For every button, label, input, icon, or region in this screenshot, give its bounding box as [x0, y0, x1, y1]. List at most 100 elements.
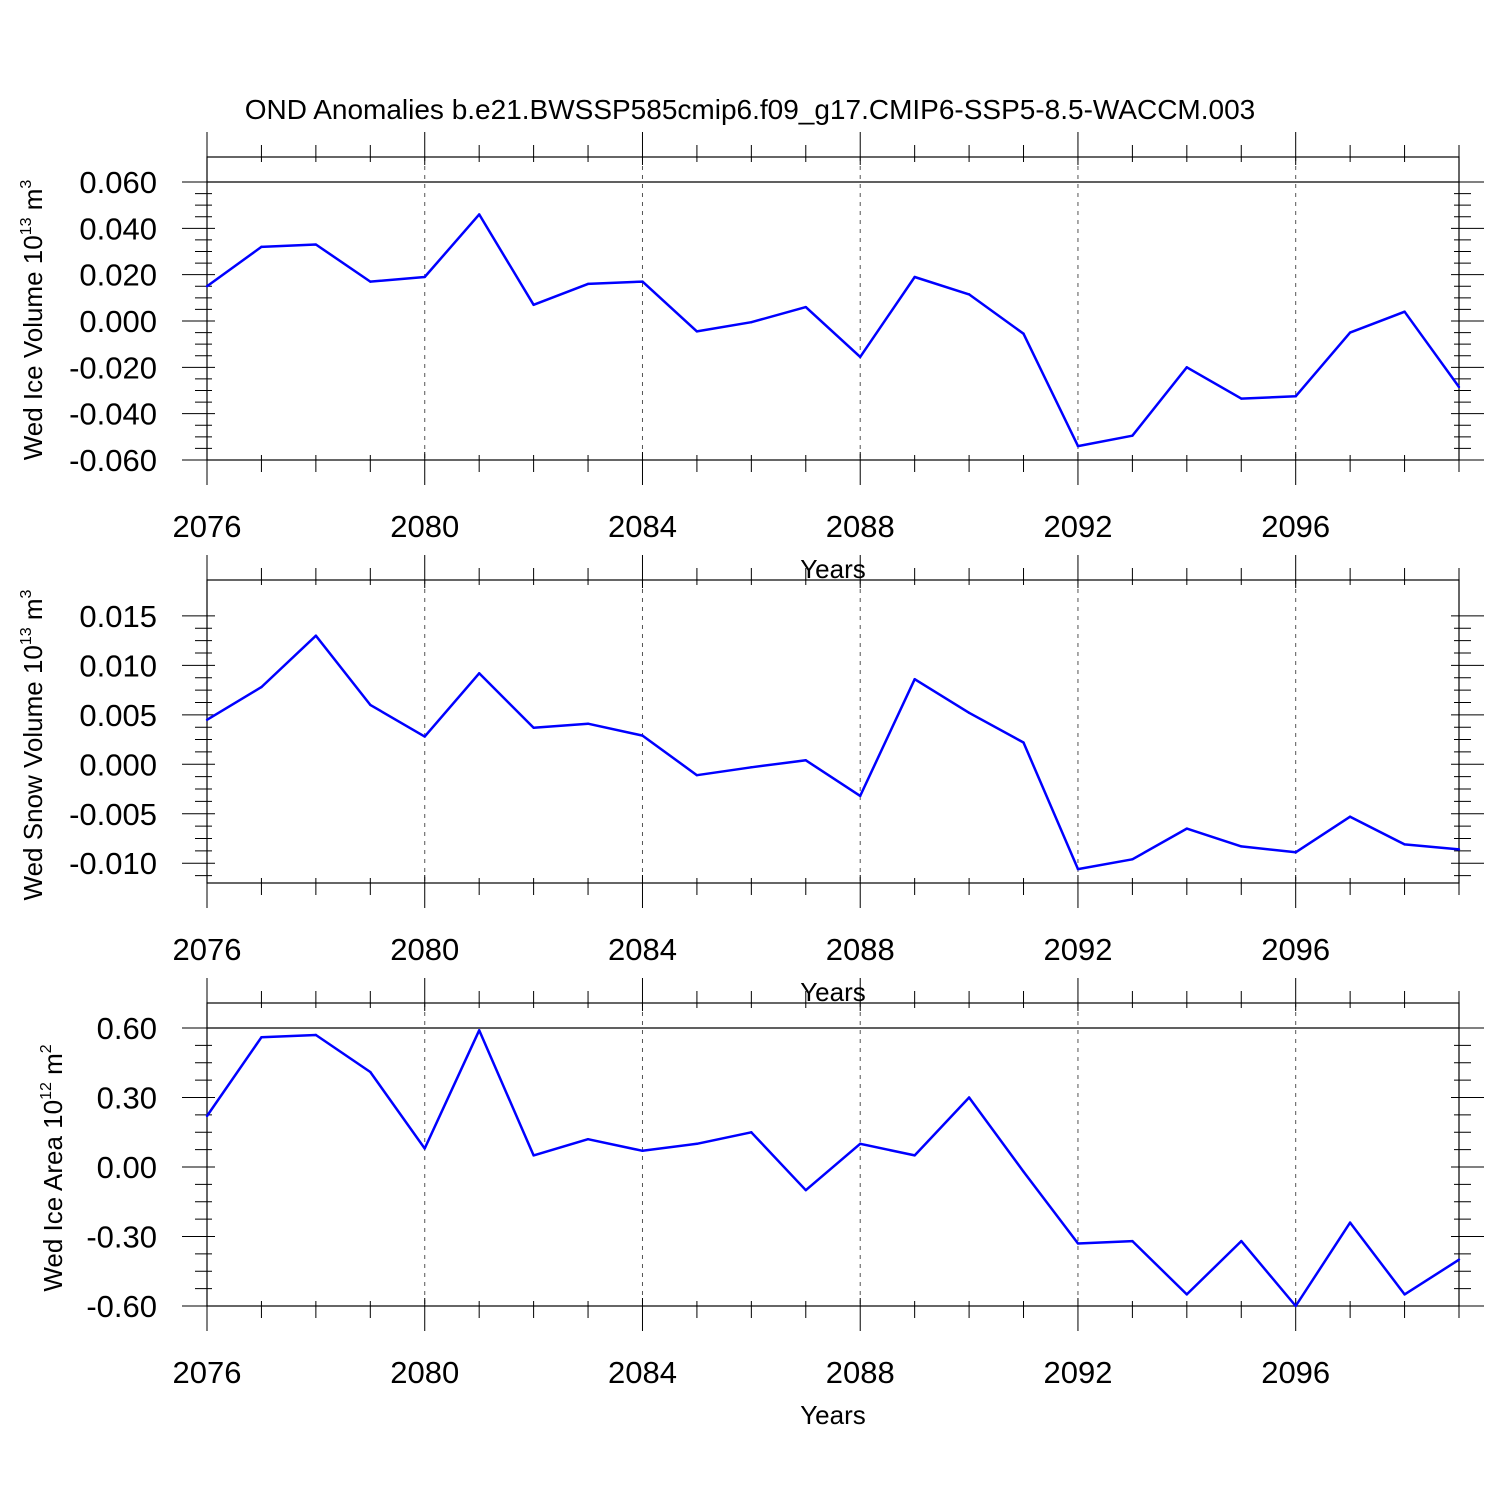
data-point: [260, 245, 263, 249]
data-point: [967, 293, 971, 296]
data-point: [477, 213, 481, 216]
x-tick-label: 2088: [826, 932, 895, 967]
data-point: [1185, 366, 1189, 369]
data-point: [314, 243, 318, 246]
data-point: [1240, 397, 1243, 400]
data-point: [1022, 332, 1025, 335]
data-point: [586, 282, 590, 286]
data-point: [750, 766, 753, 769]
data-point: [641, 280, 644, 283]
x-tick-label: 2092: [1043, 932, 1112, 967]
x-tick-label: 2080: [390, 932, 459, 967]
y-tick-label: 0.020: [79, 258, 157, 293]
series-line: [206, 213, 1461, 448]
y-label-unit-exponent: 3: [18, 589, 35, 598]
data-point: [1022, 741, 1025, 744]
data-point: [913, 678, 916, 681]
data-point: [532, 303, 535, 306]
y-tick-label: -0.060: [69, 443, 157, 478]
y-label-text: Wed Snow Volume 10: [18, 645, 48, 900]
data-point: [314, 1033, 318, 1037]
y-label-unit: m: [38, 1053, 68, 1082]
panel-1: 2076 2080 2084 2088 2092 2096 0.060 0.040 0.020 0…: [18, 132, 1484, 584]
data-point: [205, 718, 209, 721]
data-point: [804, 305, 807, 309]
y-label-unit-exponent: 2: [38, 1044, 55, 1053]
data-point: [1240, 1239, 1243, 1243]
x-tick-label: 2084: [608, 1355, 677, 1390]
data-point: [1294, 395, 1297, 398]
data-point: [205, 285, 209, 288]
y-label-unit-exponent: 3: [18, 180, 35, 189]
x-tick-label: 2096: [1261, 1355, 1330, 1390]
data-point: [1403, 310, 1406, 313]
data-point: [369, 1070, 372, 1074]
y-tick-label: 0.000: [79, 304, 157, 339]
data-point: [859, 1142, 862, 1146]
data-point: [205, 1114, 209, 1118]
data-point: [1403, 843, 1406, 846]
y-label-exponent: 12: [38, 1082, 55, 1100]
data-point: [586, 1138, 590, 1141]
data-point: [1403, 1293, 1406, 1296]
y-tick-label: -0.005: [69, 797, 157, 832]
data-point: [260, 685, 263, 689]
x-tick-label: 2092: [1043, 1355, 1112, 1390]
y-tick-label: 0.015: [79, 599, 157, 634]
data-point: [1185, 1293, 1189, 1296]
data-point: [859, 794, 862, 798]
data-point: [532, 726, 535, 729]
x-tick-label: 2084: [608, 509, 677, 544]
y-label-unit: m: [18, 598, 48, 627]
data-point: [695, 330, 699, 333]
y-axis-label: Wed Ice Area 1012 m2: [38, 1044, 68, 1291]
y-axis-label: Wed Snow Volume 1013 m3: [18, 589, 48, 900]
data-point: [913, 275, 916, 279]
data-point: [532, 1154, 535, 1157]
data-point: [1348, 815, 1352, 818]
series-line: [206, 634, 1460, 871]
x-axis-label: Years: [800, 554, 866, 584]
x-tick-label: 2088: [826, 1355, 895, 1390]
y-tick-label: 0.60: [97, 1011, 157, 1046]
x-tick-label: 2076: [173, 1355, 242, 1390]
data-point: [1240, 845, 1243, 848]
data-point: [750, 1131, 753, 1134]
y-label-exponent: 13: [18, 217, 35, 235]
data-point: [260, 1036, 263, 1039]
data-point: [967, 711, 971, 715]
data-point: [1076, 867, 1080, 871]
y-tick-label: 0.00: [97, 1150, 157, 1185]
y-tick-label: 0.010: [79, 648, 157, 683]
y-tick-label: 0.30: [97, 1081, 157, 1116]
data-point: [314, 634, 318, 637]
data-point: [804, 759, 807, 762]
x-tick-label: 2080: [390, 509, 459, 544]
x-tick-label: 2088: [826, 509, 895, 544]
x-tick-label: 2076: [173, 509, 242, 544]
x-tick-label: 2084: [608, 932, 677, 967]
y-tick-label: 0.060: [79, 165, 157, 200]
data-point: [695, 773, 699, 777]
data-point: [477, 1029, 481, 1032]
data-point: [1348, 1221, 1352, 1224]
data-point: [1185, 827, 1189, 830]
data-point: [1457, 1258, 1461, 1261]
data-point: [1294, 1304, 1297, 1308]
y-tick-label: 0.000: [79, 747, 157, 782]
x-axis-label: Years: [800, 977, 866, 1007]
data-point: [423, 1147, 426, 1150]
data-point: [586, 722, 590, 725]
data-point: [695, 1142, 699, 1146]
data-point: [369, 280, 372, 283]
x-tick-label: 2080: [390, 1355, 459, 1390]
data-point: [1348, 331, 1352, 334]
data-point: [1076, 444, 1080, 448]
data-point: [967, 1096, 971, 1099]
plot-frame: [206, 156, 1460, 461]
data-point: [1457, 848, 1461, 851]
y-tick-label: -0.60: [86, 1289, 157, 1324]
x-tick-label: 2096: [1261, 509, 1330, 544]
y-tick-label: -0.010: [69, 846, 157, 881]
